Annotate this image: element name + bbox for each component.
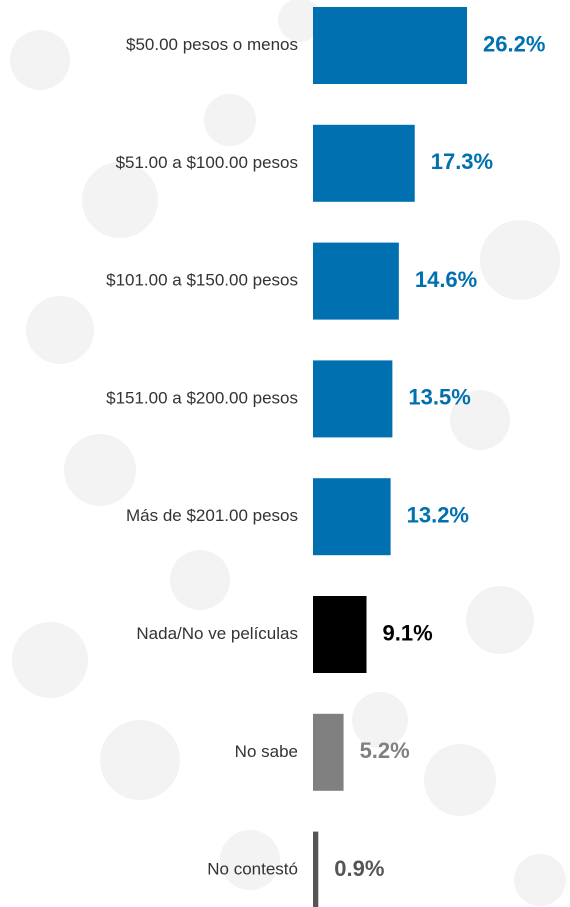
category-label: $50.00 pesos o menos: [126, 35, 298, 54]
value-label: 26.2%: [483, 31, 545, 56]
value-label: 13.5%: [408, 385, 470, 410]
value-label: 0.9%: [334, 856, 384, 881]
value-label: 9.1%: [383, 620, 433, 645]
bar: [313, 478, 391, 556]
bar: [313, 360, 393, 438]
category-label: No contestó: [207, 860, 298, 879]
bar: [313, 831, 319, 907]
category-label: Más de $201.00 pesos: [126, 506, 298, 525]
bar: [313, 242, 399, 320]
value-label: 13.2%: [407, 503, 469, 528]
category-label: $151.00 a $200.00 pesos: [106, 388, 298, 407]
category-label: Nada/No ve películas: [136, 624, 298, 643]
category-label: $101.00 a $150.00 pesos: [106, 271, 298, 290]
bar: [313, 713, 344, 791]
category-label: No sabe: [235, 742, 298, 761]
value-label: 5.2%: [360, 738, 410, 763]
bar: [313, 7, 468, 84]
background-dots: [10, 0, 566, 906]
value-label: 17.3%: [431, 149, 493, 174]
value-label: 14.6%: [415, 267, 477, 292]
category-label: $51.00 a $100.00 pesos: [116, 153, 298, 172]
bar: [313, 596, 367, 673]
bar: [313, 124, 415, 202]
